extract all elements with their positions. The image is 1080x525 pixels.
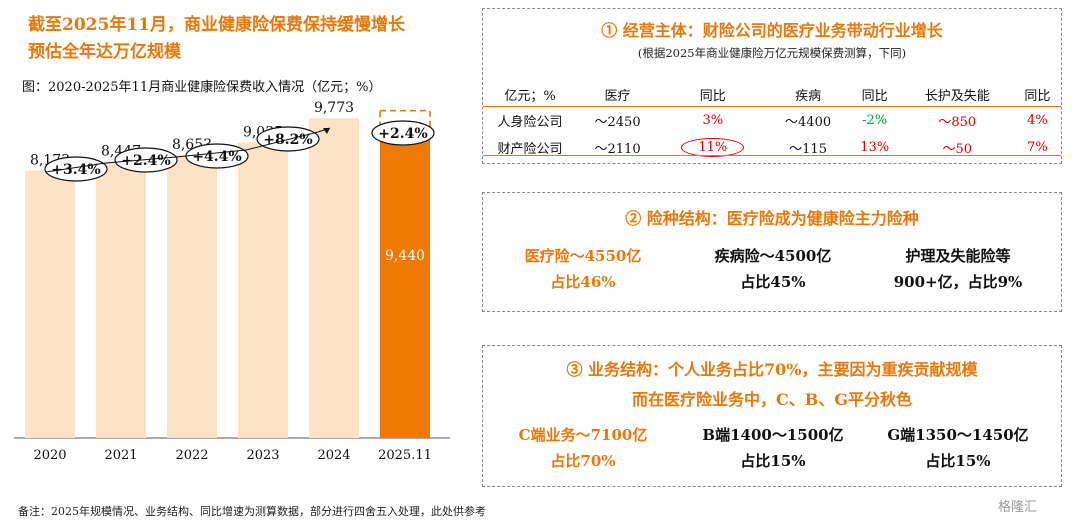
table-divider-top	[483, 106, 1061, 107]
col-unit: 亿元；%	[504, 88, 556, 104]
table-row: 财产险公司 ～2110 11% ～115 13% ～50 7%	[483, 134, 1061, 161]
trend-arrowhead	[323, 128, 330, 134]
page-title: 截至2025年11月，商业健康险保费保持缓慢增长 预估全年达万亿规模	[28, 12, 405, 66]
col-medical-yoy: 同比	[699, 88, 726, 104]
c-end-item: C端业务～7100亿 占比70%	[493, 422, 673, 474]
item-line-1: 护理及失能险等	[905, 247, 1011, 265]
item-line-1: G端1350～1450亿	[887, 426, 1029, 444]
bar-2025.11	[380, 129, 430, 438]
ltc-value: ～850	[938, 115, 977, 130]
table-divider-bottom	[483, 155, 1061, 156]
disease-value: ～4400	[785, 115, 832, 130]
item-line-2: 占比70%	[550, 452, 616, 470]
ltc-yoy: 4%	[1027, 113, 1048, 128]
box-business-structure: ③ 业务结构：个人业务占比70%，主要因为重疾贡献规模 而在医疗险业务中，C、B…	[482, 345, 1062, 487]
ltc-share-item: 护理及失能险等 900+亿，占比9%	[858, 243, 1058, 295]
footnote: 备注：2025年规模情况、业务结构、同比增速为测算数据，部分进行四舍五入处理，此…	[18, 505, 486, 518]
col-disease-yoy: 同比	[861, 88, 888, 104]
growth-label: +2.4%	[121, 153, 170, 169]
entity-table: 亿元；% 医疗 同比 疾病 同比 长护及失能 同比 人身险公司 ～2450 3%…	[483, 81, 1061, 161]
highlight-circle: 11%	[681, 138, 745, 157]
tick-label-2022: 2022	[175, 448, 208, 463]
box1-title: ① 经营主体：财险公司的医疗业务带动行业增长	[601, 21, 943, 40]
item-line-1: 疾病险～4500亿	[714, 247, 832, 265]
row-name: 财产险公司	[497, 142, 563, 157]
medical-value: ～2450	[594, 115, 641, 130]
medical-yoy: 3%	[702, 113, 724, 128]
ltc-yoy: 7%	[1027, 140, 1048, 155]
medical-share-item: 医疗险～4550亿 占比46%	[493, 243, 673, 295]
box2-title: ② 险种结构：医疗险成为健康险主力险种	[625, 209, 919, 228]
medical-yoy-highlight: 11%	[658, 134, 767, 161]
disease-yoy: 13%	[860, 140, 890, 155]
box-product-structure: ② 险种结构：医疗险成为健康险主力险种 医疗险～4550亿 占比46% 疾病险～…	[482, 192, 1062, 312]
tick-label-2024: 2024	[317, 448, 350, 463]
col-ltc: 长护及失能	[924, 88, 990, 104]
disease-value: ～115	[789, 142, 827, 157]
item-line-1: 医疗险～4550亿	[524, 247, 642, 265]
watermark: 格隆汇	[998, 500, 1038, 515]
medical-yoy: 11%	[698, 140, 728, 155]
table-header-row: 亿元；% 医疗 同比 疾病 同比 长护及失能 同比	[483, 81, 1061, 107]
item-line-2: 占比15%	[925, 452, 991, 470]
box3-title-line-2: 而在医疗险业务中，C、B、G平分秋色	[632, 390, 912, 409]
item-line-2: 占比15%	[740, 452, 806, 470]
bar-2022	[167, 154, 217, 438]
b-end-item: B端1400～1500亿 占比15%	[678, 422, 868, 474]
growth-label: +2.4%	[378, 126, 427, 142]
chart-subtitle: 图：2020-2025年11月商业健康险保费收入情况（亿元；%）	[22, 80, 382, 95]
bar-2020	[25, 170, 75, 438]
growth-trend-line	[45, 127, 331, 173]
growth-bubble	[371, 120, 435, 146]
tick-label-2025.11: 2025.11	[378, 448, 432, 463]
col-medical: 医疗	[604, 88, 631, 104]
g-end-item: G端1350～1450亿 占比15%	[858, 422, 1058, 474]
data-label-2025.11: 9,440	[385, 248, 425, 264]
item-line-2: 900+亿，占比9%	[893, 273, 1023, 291]
disease-yoy: -2%	[862, 113, 888, 128]
disease-share-item: 疾病险～4500亿 占比45%	[683, 243, 863, 295]
item-line-1: C端业务～7100亿	[518, 426, 648, 444]
title-line-2: 预估全年达万亿规模	[28, 42, 181, 62]
growth-label: +4.4%	[192, 149, 241, 165]
item-line-2: 占比46%	[550, 273, 616, 291]
medical-value: ～2110	[594, 142, 641, 157]
growth-bubble	[44, 156, 108, 182]
item-line-2: 占比45%	[740, 273, 806, 291]
premium-bar-chart: 8,17320208,44720218,65320229,03520239,77…	[14, 100, 450, 463]
box1-note: (根据2025年商业健康险万亿元规模保费测算，下同)	[637, 46, 907, 60]
title-line-1: 截至2025年11月，商业健康险保费保持缓慢增长	[28, 15, 405, 35]
bar-2021	[96, 161, 146, 438]
tick-label-2021: 2021	[104, 448, 137, 463]
tick-label-2023: 2023	[246, 448, 279, 463]
col-ltc-yoy: 同比	[1024, 88, 1051, 104]
col-disease: 疾病	[795, 88, 822, 104]
table-row: 人身险公司 ～2450 3% ～4400 -2% ～850 4%	[483, 107, 1061, 134]
row-name: 人身险公司	[497, 115, 563, 130]
bar-2024	[309, 118, 359, 438]
box-operating-entities: ① 经营主体：财险公司的医疗业务带动行业增长 (根据2025年商业健康险万亿元规…	[482, 8, 1062, 164]
box3-title-line-1: ③ 业务结构：个人业务占比70%，主要因为重疾贡献规模	[566, 360, 978, 379]
data-label-2024: 9,773	[314, 100, 354, 116]
bar-2023	[238, 142, 288, 438]
item-line-1: B端1400～1500亿	[702, 426, 844, 444]
ltc-value: ～50	[942, 142, 972, 157]
tick-label-2020: 2020	[33, 448, 66, 463]
